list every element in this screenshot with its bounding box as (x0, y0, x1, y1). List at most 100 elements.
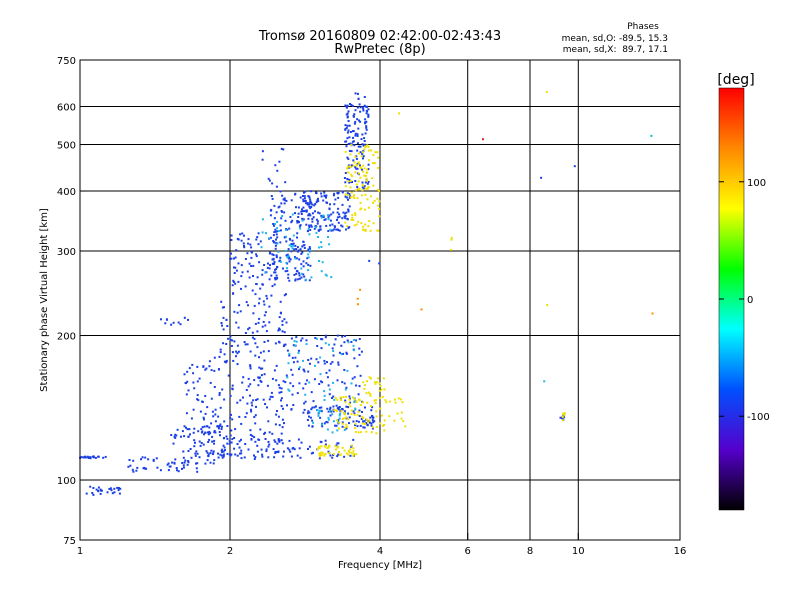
data-point (242, 242, 245, 245)
data-point (186, 380, 189, 383)
data-point (275, 450, 278, 453)
data-point (250, 438, 253, 441)
data-point (198, 456, 201, 459)
data-point (379, 407, 382, 410)
data-point (363, 426, 366, 429)
data-point (298, 225, 301, 228)
data-point (357, 97, 360, 100)
data-point (256, 444, 259, 447)
data-point (344, 388, 347, 391)
data-point (288, 389, 291, 392)
data-point (249, 394, 251, 397)
data-point (271, 258, 274, 261)
data-point (221, 388, 224, 391)
data-point (204, 395, 207, 397)
data-point (363, 208, 366, 211)
data-point (95, 488, 98, 491)
data-point (327, 384, 330, 387)
data-point (368, 421, 371, 424)
data-point (351, 216, 354, 219)
data-point (300, 276, 303, 279)
data-point (314, 210, 316, 213)
data-point (318, 260, 321, 262)
data-point (208, 426, 211, 429)
data-point (247, 377, 250, 380)
data-point (347, 143, 350, 145)
data-point (229, 394, 232, 397)
data-point (277, 206, 280, 209)
data-point (277, 230, 280, 232)
data-point (364, 122, 367, 125)
data-point (264, 271, 267, 274)
data-point (272, 234, 275, 237)
data-point (278, 424, 281, 427)
data-point (307, 214, 310, 217)
data-point (328, 369, 331, 372)
data-point (367, 420, 370, 423)
data-point (102, 456, 105, 459)
data-point (370, 431, 373, 434)
data-point (253, 458, 256, 460)
data-point (348, 181, 351, 184)
data-point (339, 454, 342, 456)
data-point (313, 204, 316, 207)
data-point (231, 284, 234, 287)
data-point (213, 442, 215, 445)
data-point (99, 492, 102, 495)
data-point (365, 392, 368, 395)
data-point (257, 376, 260, 379)
data-point (356, 106, 359, 109)
data-point (290, 199, 293, 202)
data-point (284, 219, 287, 222)
data-point (321, 261, 324, 264)
data-point (348, 226, 351, 229)
data-point (340, 409, 343, 412)
data-point (331, 431, 334, 434)
data-point (214, 408, 217, 411)
data-point (336, 419, 338, 422)
data-point (561, 419, 564, 422)
data-point (118, 492, 121, 495)
data-point (269, 236, 272, 239)
data-point (343, 369, 346, 371)
data-point (240, 422, 243, 425)
data-point (353, 194, 356, 197)
data-point (360, 350, 363, 353)
data-point (323, 359, 326, 362)
data-point (259, 240, 262, 243)
data-point (371, 415, 374, 418)
data-point (206, 431, 209, 434)
data-point (348, 193, 351, 195)
data-point (345, 352, 348, 355)
phase-stats-o: mean, sd,O: -89.5, 15.3 (562, 34, 668, 44)
data-point (365, 120, 368, 123)
data-point (187, 450, 190, 452)
data-point (271, 253, 274, 256)
data-point (204, 431, 207, 434)
data-point (318, 246, 321, 249)
data-point (291, 356, 294, 359)
data-point (330, 213, 333, 216)
data-point (350, 451, 353, 454)
data-point (263, 303, 266, 306)
data-point (346, 156, 349, 159)
data-point (329, 454, 332, 457)
data-point (362, 109, 365, 112)
data-point (361, 401, 364, 404)
data-point (84, 456, 87, 459)
data-point (316, 220, 319, 223)
data-point (378, 215, 381, 218)
data-point (290, 368, 293, 371)
data-point (331, 413, 334, 416)
data-point (359, 110, 362, 113)
data-point (292, 344, 295, 347)
data-point (266, 406, 268, 409)
data-point (324, 218, 327, 221)
data-point (394, 401, 397, 404)
data-point (288, 256, 291, 259)
data-point (273, 231, 276, 234)
data-point (307, 424, 310, 427)
data-point (355, 400, 358, 403)
data-point (323, 194, 326, 197)
data-point (270, 274, 273, 277)
